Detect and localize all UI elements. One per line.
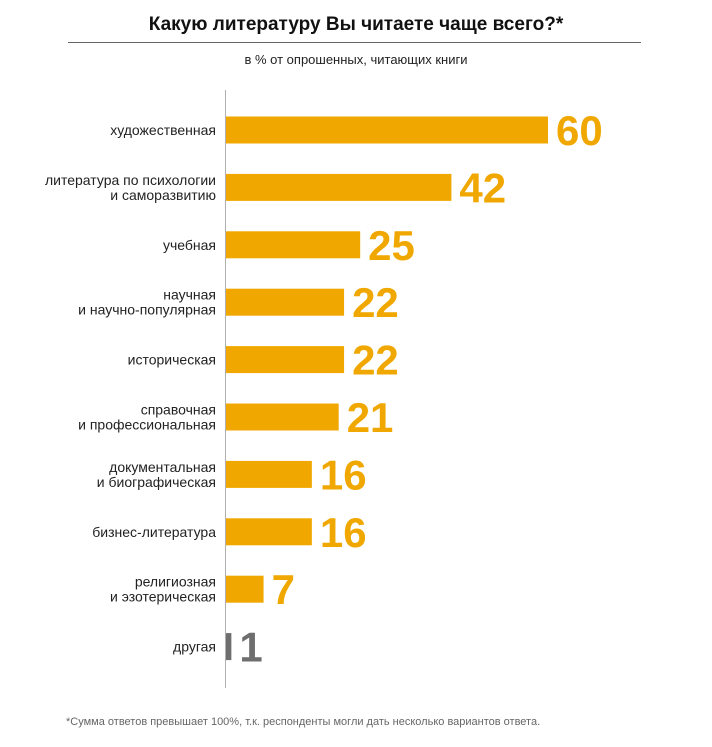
category-label: историческая [128, 352, 216, 368]
category-label: бизнес-литература [92, 524, 216, 540]
category-label: другая [173, 639, 216, 655]
bar [226, 288, 345, 316]
footnote: *Сумма ответов превышает 100%, т.к. респ… [66, 716, 541, 728]
value-label: 16 [320, 451, 367, 498]
bar [226, 173, 452, 201]
category-label: учебная [163, 237, 216, 253]
value-label: 60 [556, 107, 603, 154]
value-label: 25 [368, 222, 415, 269]
bar [226, 460, 312, 488]
chart-subtitle: в % от опрошенных, читающих книги [244, 52, 468, 67]
value-label: 42 [459, 164, 506, 211]
bar [226, 518, 312, 546]
bar [226, 403, 339, 431]
bar [226, 633, 232, 661]
value-label: 7 [272, 566, 295, 613]
value-label: 22 [352, 279, 399, 326]
value-label: 21 [347, 394, 394, 441]
bar [226, 231, 361, 259]
category-label: справочная и профессиональная [78, 402, 216, 433]
value-label: 22 [352, 337, 399, 384]
category-label: научная и научно-популярная [78, 287, 216, 318]
category-label: художественная [110, 122, 216, 138]
title-divider [68, 42, 641, 43]
category-label: литература по психологии и саморазвитию [45, 172, 216, 203]
value-label: 16 [320, 509, 367, 556]
bar [226, 346, 345, 374]
bar [226, 116, 548, 144]
value-label: 1 [239, 624, 262, 671]
chart-title: Какую литературу Вы читаете чаще всего?* [148, 14, 564, 35]
category-label: документальная и биографическая [97, 459, 216, 490]
category-label: религиозная и эзотерическая [110, 574, 216, 605]
bar [226, 575, 264, 603]
